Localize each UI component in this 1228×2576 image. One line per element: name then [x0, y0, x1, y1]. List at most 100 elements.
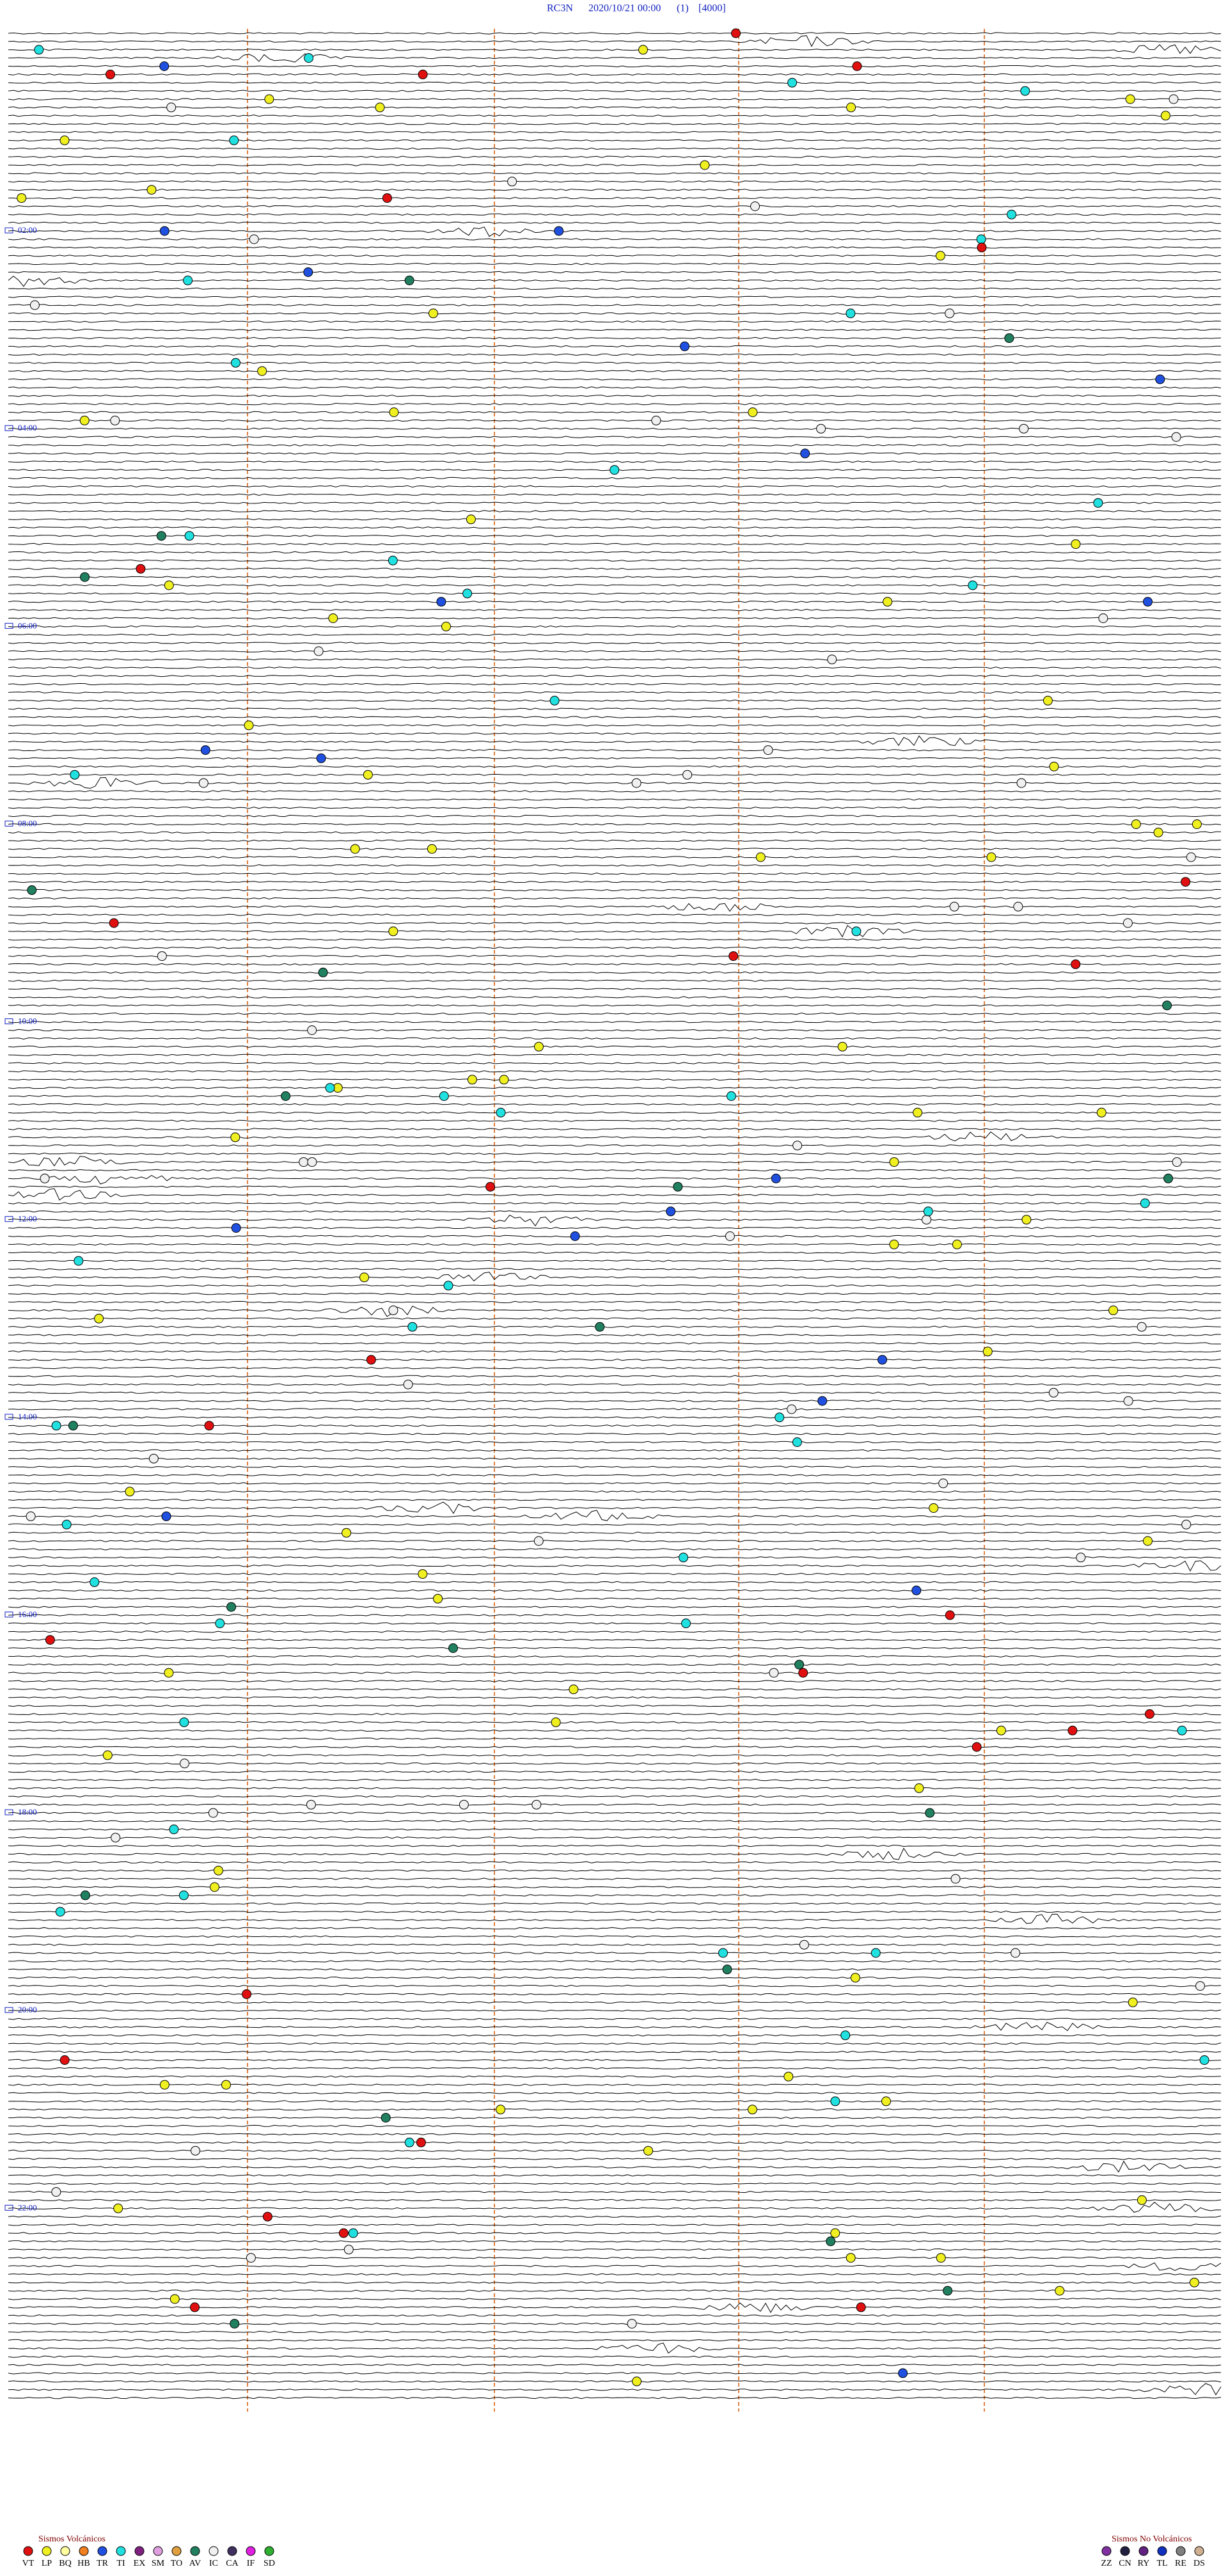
trace — [8, 370, 1222, 372]
event-marker — [146, 185, 157, 195]
trace — [8, 988, 1222, 990]
event-marker — [817, 1396, 828, 1406]
trace — [8, 2330, 1222, 2334]
legend-marker — [227, 2546, 237, 2556]
legend-code: SM — [152, 2559, 165, 2568]
event-marker — [249, 234, 259, 244]
trace — [8, 1119, 1222, 1122]
trace — [8, 2158, 1222, 2160]
time-label: 02:00 — [18, 225, 37, 235]
legend-code: IF — [247, 2559, 255, 2568]
trace — [8, 271, 1222, 274]
trace — [8, 65, 1222, 68]
trace — [8, 402, 1222, 406]
trace — [8, 2067, 1222, 2070]
trace — [8, 1408, 1222, 1410]
trace — [8, 839, 1222, 842]
trace — [8, 1094, 1222, 1098]
event-marker — [169, 1824, 179, 1835]
event-marker — [59, 2055, 70, 2065]
event-marker — [925, 1808, 935, 1818]
trace — [8, 683, 1222, 686]
trace — [8, 1671, 1222, 1674]
trace — [8, 1778, 1222, 1782]
trace — [8, 1960, 1222, 1963]
trace — [8, 1952, 1222, 1954]
event-marker — [262, 2211, 272, 2222]
trace — [8, 35, 1222, 47]
trace — [8, 1260, 1222, 1262]
event-marker — [1011, 1948, 1021, 1958]
trace — [8, 353, 1222, 356]
trace — [8, 1131, 1222, 1142]
trace — [8, 304, 1222, 306]
time-box — [4, 622, 13, 629]
trace — [8, 1391, 1222, 1394]
trace — [8, 1366, 1222, 1370]
event-marker — [666, 1206, 676, 1217]
trace — [8, 2372, 1222, 2375]
event-marker — [881, 2096, 891, 2106]
event-marker — [1096, 1107, 1106, 1118]
trace — [8, 1663, 1222, 1666]
legend-marker — [23, 2546, 33, 2556]
trace — [8, 1070, 1222, 1073]
event-marker — [1195, 1981, 1205, 1991]
event-marker — [198, 778, 209, 788]
trace — [8, 1622, 1222, 1625]
trace — [8, 1317, 1222, 1320]
event-marker — [467, 1075, 477, 1085]
time-label: 18:00 — [18, 1807, 37, 1817]
legend-marker — [190, 2546, 200, 2556]
trace — [8, 1548, 1222, 1551]
trace — [8, 130, 1222, 134]
event-marker — [418, 1569, 428, 1579]
trace — [8, 790, 1222, 793]
trace — [8, 312, 1222, 315]
event-marker — [159, 226, 169, 236]
event-marker — [1189, 2277, 1199, 2288]
trace — [8, 534, 1222, 537]
trace — [8, 1589, 1222, 1592]
event-marker — [388, 1305, 398, 1315]
trace — [8, 213, 1222, 216]
trace — [8, 1501, 1222, 1514]
event-marker — [945, 308, 955, 319]
trace — [8, 53, 1222, 63]
trace — [8, 411, 1222, 414]
event-marker — [1137, 1322, 1147, 1332]
trace — [8, 1214, 1222, 1227]
trace — [8, 2009, 1222, 2012]
legend-marker — [1194, 2546, 1204, 2556]
trace — [8, 262, 1221, 265]
event-marker — [307, 1157, 317, 1167]
trace — [8, 979, 1222, 982]
event-marker — [17, 193, 27, 203]
event-marker — [638, 45, 648, 55]
event-marker — [439, 1091, 449, 1101]
event-marker — [404, 275, 414, 285]
event-marker — [74, 1256, 84, 1266]
event-marker — [1140, 1198, 1150, 1208]
event-marker — [307, 1025, 317, 1035]
trace — [8, 823, 1222, 826]
trace — [8, 2396, 1222, 2399]
event-marker — [1177, 1725, 1187, 1735]
event-marker — [110, 415, 120, 425]
event-marker — [366, 1355, 376, 1365]
trace — [8, 2058, 1222, 2062]
trace — [8, 1202, 1222, 1205]
event-marker — [94, 1313, 104, 1324]
trace — [8, 2050, 1222, 2053]
trace — [8, 2201, 1222, 2213]
legend-code: VT — [22, 2559, 35, 2568]
event-marker — [673, 1181, 683, 1192]
trace — [8, 1984, 1222, 1987]
trace — [8, 238, 1222, 241]
trace — [8, 996, 1222, 999]
event-marker — [496, 2105, 506, 2115]
trace — [8, 2248, 1222, 2251]
channel: (1) — [677, 3, 689, 14]
event-marker — [968, 580, 978, 590]
